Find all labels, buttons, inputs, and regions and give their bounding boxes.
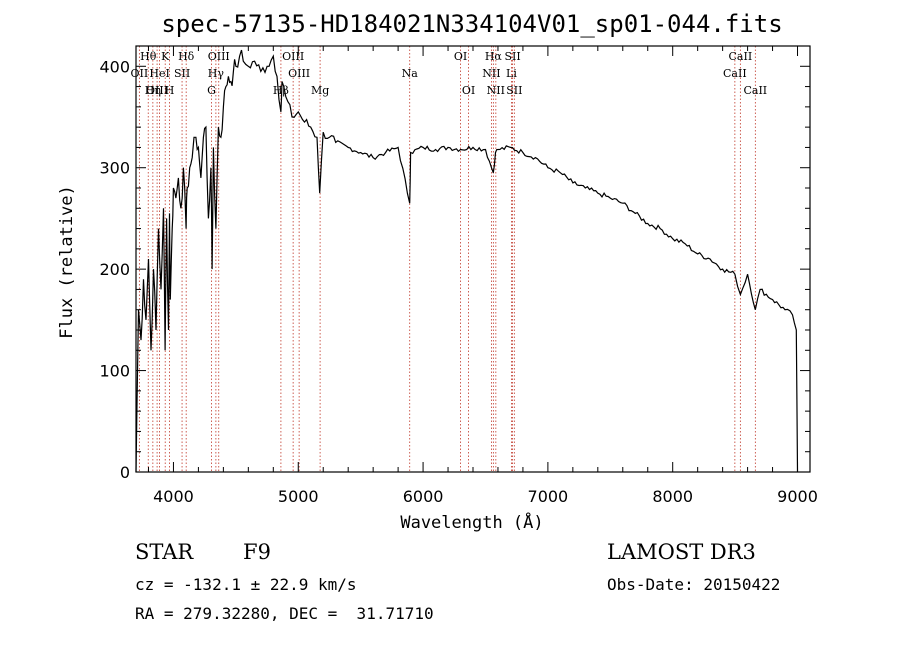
spectral-line-label-16: Na (402, 67, 419, 80)
spectral-line-label-24: SII (506, 84, 522, 97)
spectral-line-label-1: OII (131, 67, 149, 80)
spectral-line-label-11: G (207, 84, 216, 97)
spectral-line-label-12: OIII (282, 50, 304, 63)
y-tick-label-3: 300 (99, 159, 130, 178)
y-tick-label-0: 0 (120, 463, 130, 482)
coordinates: RA = 279.32280, DEC = 31.71710 (135, 604, 434, 623)
spectral-line-label-18: OI (462, 84, 475, 97)
spectral-line-label-5: Hη (145, 84, 161, 97)
x-tick-label-3: 7000 (528, 487, 569, 506)
y-tick-label-4: 400 (99, 57, 130, 76)
spectral-line-label-0: Hθ (140, 50, 157, 63)
spectral-line-label-10: Hγ (208, 67, 225, 80)
spectral-line-label-26: CaII (723, 67, 747, 80)
star-label: STAR (135, 540, 194, 564)
spectral-line-label-21: NII (487, 84, 505, 97)
spectral-line-label-20: NII (482, 67, 500, 80)
spectral-line-labels: Hθ OII OIII K HeI Hη H SII Hδ OIII Hγ G OIII OIII Hβ Mg… (131, 50, 768, 97)
spectral-line-label-17: OI (454, 50, 467, 63)
spectral-line-label-13: OIII (288, 67, 310, 80)
spectral-line-label-2: OIII (146, 84, 168, 97)
obs-date: Obs-Date: 20150422 (607, 575, 781, 594)
chart-title: spec-57135-HD184021N334104V01_sp01-044.f… (161, 10, 782, 38)
spectral-line-label-6: H (165, 84, 175, 97)
spectral-type: F9 (243, 540, 271, 564)
survey-name: LAMOST DR3 (607, 540, 756, 564)
x-axis-ticks: 4000 5000 6000 7000 8000 9000 (147, 46, 818, 506)
cz-readout: cz = -132.1 ± 22.9 km/s (135, 575, 357, 594)
spectral-line-label-25: CaII (729, 50, 753, 63)
spectral-line-label-23: Li (506, 67, 517, 80)
spectral-line-label-8: Hδ (178, 50, 195, 63)
x-tick-label-1: 5000 (278, 487, 319, 506)
x-tick-label-5: 9000 (777, 487, 818, 506)
x-tick-label-0: 4000 (153, 487, 194, 506)
spectral-line-markers (138, 46, 756, 472)
spectral-line-label-4: HeI (149, 67, 169, 80)
spectral-line-label-3: K (161, 50, 170, 63)
spectral-line-label-22: SII (504, 50, 520, 63)
y-axis-label: Flux (relative) (57, 185, 77, 339)
spectral-line-label-19: Hα (485, 50, 503, 63)
spectral-line-label-9: OIII (208, 50, 230, 63)
spectral-line-label-27: CaII (743, 84, 767, 97)
spectral-line-label-7: SII (174, 67, 190, 80)
spectrum-line (135, 49, 799, 473)
x-tick-label-2: 6000 (403, 487, 444, 506)
x-tick-label-4: 8000 (652, 487, 693, 506)
x-axis-label: Wavelength (Å) (400, 511, 543, 533)
spectral-line-label-15: Mg (311, 84, 329, 97)
y-tick-label-1: 100 (99, 362, 130, 381)
y-tick-label-2: 200 (99, 260, 130, 279)
spectral-line-label-14: Hβ (273, 84, 289, 97)
y-axis-ticks: 0 100 200 300 400 (99, 45, 810, 482)
